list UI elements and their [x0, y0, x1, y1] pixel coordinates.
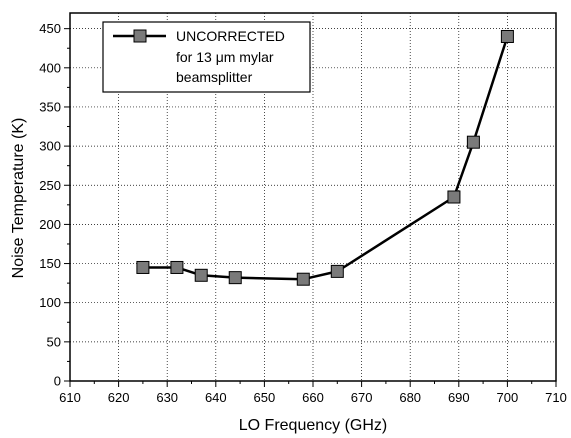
x-tick-label: 640 — [205, 390, 227, 405]
x-tick-label: 670 — [351, 390, 373, 405]
data-point — [136, 260, 150, 274]
x-axis-title: LO Frequency (GHz) — [239, 417, 387, 434]
y-tick-label: 150 — [39, 256, 61, 271]
y-tick-label: 250 — [39, 178, 61, 193]
data-point — [466, 135, 480, 149]
plot-frame — [69, 12, 557, 382]
y-tick-label: 200 — [39, 217, 61, 232]
y-tick-label: 300 — [39, 139, 61, 154]
x-tick-label: 680 — [399, 390, 421, 405]
y-tick-label: 450 — [39, 21, 61, 36]
legend-label-line-2: for 13 μm mylar — [176, 49, 274, 65]
y-axis-title: Noise Temperature (K) — [10, 118, 27, 279]
data-point — [194, 268, 208, 282]
legend-label-line-3: beamsplitter — [176, 69, 253, 85]
x-tick-label: 700 — [497, 390, 519, 405]
y-tick-label: 350 — [39, 99, 61, 114]
data-point — [296, 272, 310, 286]
x-tick-label: 610 — [59, 390, 81, 405]
grid — [70, 13, 556, 381]
x-tick-label: 620 — [108, 390, 130, 405]
data-point — [170, 260, 184, 274]
data-point — [447, 190, 461, 204]
y-axis-ticks: 0 50 100 150 200 250 300 350 400 450 — [39, 21, 70, 389]
legend-label-line-1: UNCORRECTED — [176, 28, 285, 44]
y-tick-label: 100 — [39, 295, 61, 310]
x-tick-label: 710 — [545, 390, 567, 405]
x-tick-label: 690 — [448, 390, 470, 405]
series-layer — [136, 29, 514, 286]
x-tick-label: 660 — [302, 390, 324, 405]
x-axis-ticks: 610 620 630 640 650 660 670 680 690 700 710 — [59, 381, 567, 405]
y-tick-label: 0 — [54, 374, 61, 389]
data-point — [330, 264, 344, 278]
legend-marker — [133, 29, 147, 43]
x-tick-label: 630 — [156, 390, 178, 405]
legend: UNCORRECTED for 13 μm mylar beamsplitter — [102, 21, 311, 93]
y-tick-label: 50 — [47, 334, 61, 349]
x-tick-label: 650 — [254, 390, 276, 405]
data-point — [228, 271, 242, 285]
data-point — [500, 29, 514, 43]
y-tick-label: 400 — [39, 60, 61, 75]
